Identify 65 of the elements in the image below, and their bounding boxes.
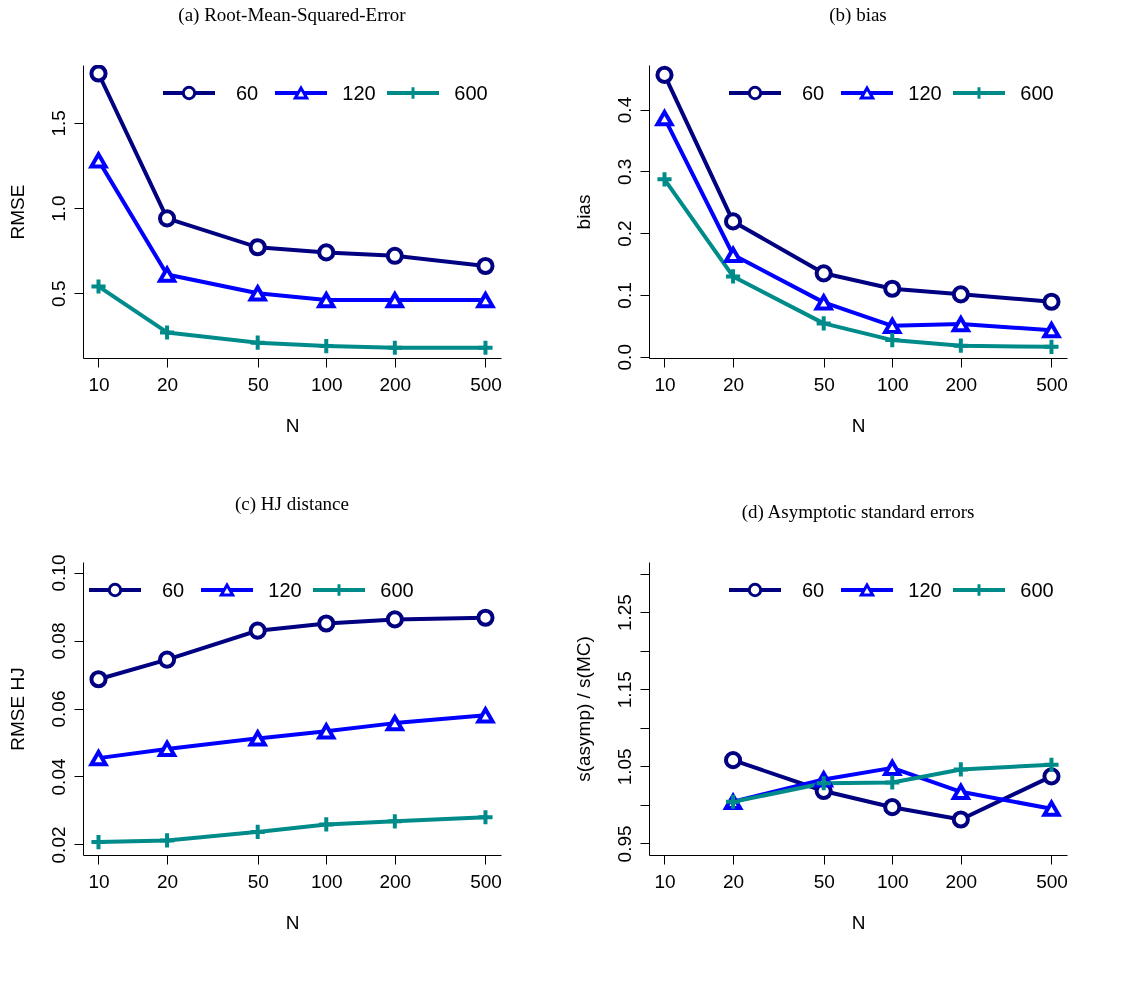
- x-tick-label: 50: [247, 373, 269, 395]
- x-axis-title: N: [285, 414, 300, 436]
- x-tick-label: 10: [88, 870, 110, 892]
- x-tick-label: 50: [247, 870, 269, 892]
- legend-label: 60: [235, 82, 259, 104]
- x-tick-label: 200: [379, 373, 412, 395]
- x-tick-label: 20: [156, 870, 179, 892]
- y-tick-label: 1.25: [613, 594, 635, 632]
- y-tick-label: 0.04: [47, 758, 69, 796]
- legend-label: 600: [1020, 579, 1054, 601]
- chart-title: (b) bias: [829, 4, 887, 26]
- y-axis-title: s(asymp) / s(MC): [572, 636, 594, 782]
- chart-title: (c) HJ distance: [235, 493, 349, 516]
- legend-label: 600: [454, 82, 488, 104]
- legend-label: 600: [380, 579, 414, 601]
- x-tick-label: 500: [1036, 373, 1068, 395]
- y-axis-title: bias: [572, 194, 594, 230]
- x-tick-label: 20: [722, 870, 745, 892]
- legend-label: 60: [161, 579, 185, 601]
- legend-label: 120: [908, 579, 942, 601]
- x-tick-label: 50: [813, 373, 835, 395]
- y-tick-label: 0.02: [47, 826, 69, 864]
- y-tick-label: 0.2: [613, 220, 635, 247]
- y-tick-label: 0.1: [613, 282, 635, 309]
- y-tick-label: 0.0: [613, 344, 635, 371]
- y-tick-label: 1.5: [47, 110, 69, 137]
- y-tick-label: 1.0: [47, 195, 69, 222]
- y-tick-label: 0.3: [613, 158, 635, 186]
- legend-label: 60: [801, 579, 825, 601]
- x-tick-label: 100: [310, 870, 343, 892]
- chart-title: (a) Root-Mean-Squared-Error: [178, 4, 407, 26]
- chart-title: (d) Asymptotic standard errors: [741, 501, 975, 523]
- x-axis-title: N: [851, 414, 866, 436]
- x-tick-label: 200: [945, 870, 978, 892]
- y-tick-label: 0.08: [47, 622, 69, 660]
- y-tick-label: 1.15: [613, 671, 635, 709]
- y-axis-title: RMSE: [6, 184, 28, 240]
- x-tick-label: 100: [310, 373, 343, 395]
- y-tick-label: 0.95: [613, 825, 635, 863]
- x-tick-label: 200: [945, 373, 978, 395]
- x-tick-label: 100: [876, 373, 909, 395]
- x-tick-label: 500: [470, 373, 502, 395]
- x-tick-label: 20: [156, 373, 179, 395]
- y-tick-label: 0.5: [47, 280, 69, 307]
- x-axis-title: N: [851, 911, 866, 933]
- x-tick-label: 500: [1036, 870, 1068, 892]
- legend-label: 60: [801, 82, 825, 104]
- y-tick-label: 0.06: [47, 690, 69, 728]
- y-axis-title: RMSE HJ: [6, 667, 28, 751]
- x-tick-label: 10: [654, 870, 676, 892]
- y-tick-label: 1.05: [613, 748, 635, 786]
- x-tick-label: 10: [654, 373, 676, 395]
- legend-label: 120: [908, 82, 942, 104]
- x-tick-label: 100: [876, 870, 909, 892]
- x-tick-label: 10: [88, 373, 110, 395]
- x-tick-label: 50: [813, 870, 835, 892]
- x-tick-label: 200: [379, 870, 412, 892]
- legend-label: 120: [342, 82, 376, 104]
- x-axis-title: N: [285, 911, 300, 933]
- y-tick-label: 0.10: [47, 554, 69, 592]
- legend-label: 120: [268, 579, 302, 601]
- x-tick-label: 500: [470, 870, 502, 892]
- y-tick-label: 0.4: [613, 96, 635, 124]
- legend-label: 600: [1020, 82, 1054, 104]
- x-tick-label: 20: [722, 373, 745, 395]
